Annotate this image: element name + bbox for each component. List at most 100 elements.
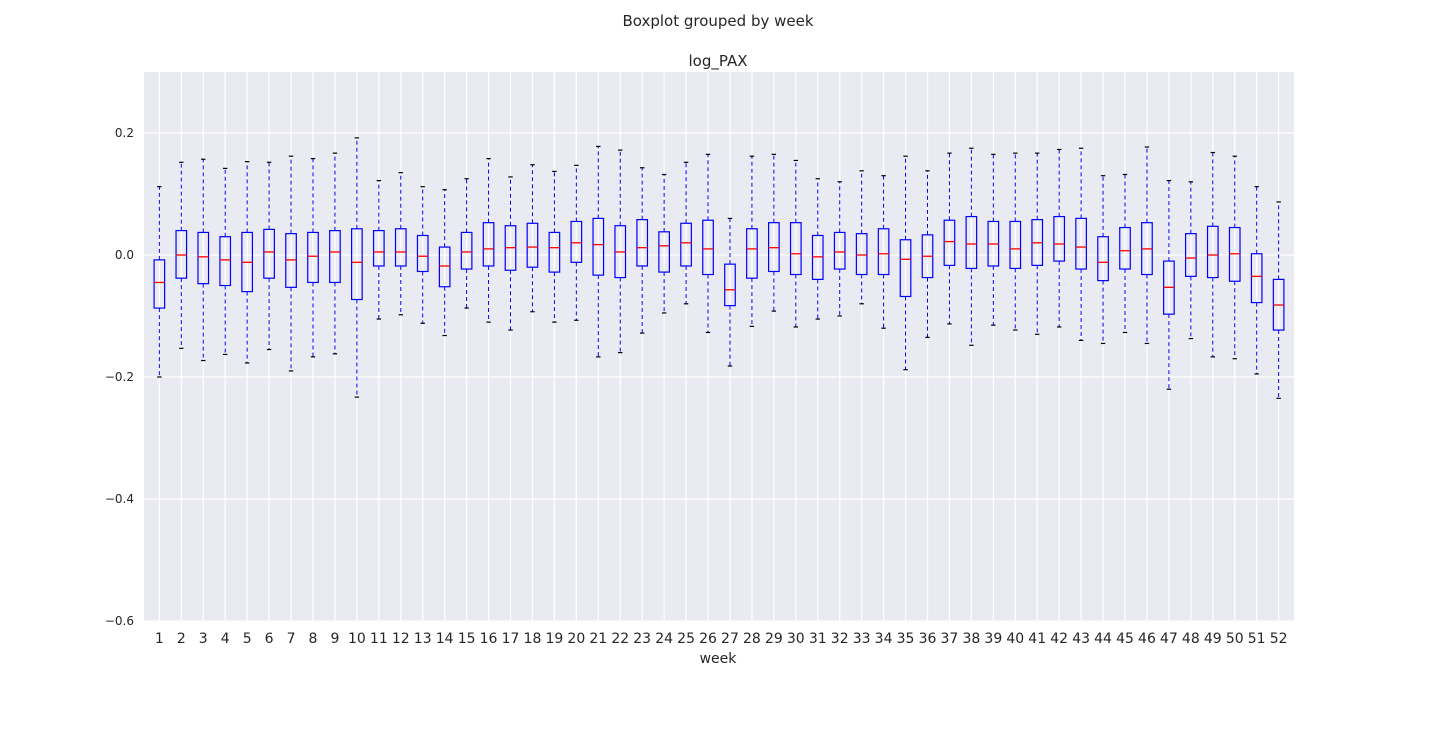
box-iqr — [1206, 225, 1219, 279]
x-tick-label: 7 — [287, 631, 296, 647]
x-tick-label: 19 — [545, 631, 563, 647]
y-tick-label: 0.2 — [115, 126, 134, 140]
x-tick-label: 8 — [309, 631, 318, 647]
box-iqr — [1009, 220, 1022, 270]
x-tick-label: 44 — [1094, 631, 1112, 647]
x-axis-label: week — [700, 651, 738, 667]
x-tick-label: 37 — [941, 631, 959, 647]
box-week-44 — [1097, 175, 1109, 345]
x-tick-label: 13 — [414, 631, 432, 647]
box-iqr — [724, 263, 736, 307]
x-tick-label: 31 — [809, 631, 827, 647]
x-tick-label: 42 — [1050, 631, 1068, 647]
box-iqr — [899, 239, 912, 298]
box-week-27 — [724, 217, 736, 367]
box-week-12 — [394, 172, 407, 316]
box-iqr — [592, 217, 605, 276]
chart-title: log_PAX — [689, 52, 748, 71]
x-tick-label: 45 — [1116, 631, 1134, 647]
x-tick-label: 46 — [1138, 631, 1156, 647]
box-iqr — [416, 234, 429, 273]
x-tick-label: 1 — [155, 631, 164, 647]
box-iqr — [394, 228, 407, 267]
box-iqr — [329, 230, 341, 284]
box-week-50 — [1228, 155, 1241, 360]
x-tick-label: 18 — [524, 631, 542, 647]
box-week-11 — [372, 179, 385, 320]
x-tick-label: 29 — [765, 631, 783, 647]
box-iqr — [789, 222, 802, 276]
box-iqr — [877, 228, 890, 276]
box-week-34 — [877, 175, 890, 329]
x-tick-label: 2 — [177, 631, 186, 647]
box-iqr — [833, 231, 846, 270]
x-tick-label: 11 — [370, 631, 388, 647]
box-iqr — [372, 230, 385, 267]
box-week-14 — [438, 189, 451, 337]
box-week-47 — [1163, 179, 1175, 390]
x-tick-label: 32 — [831, 631, 849, 647]
box-iqr — [965, 215, 978, 270]
box-week-51 — [1250, 186, 1263, 375]
box-iqr — [570, 220, 583, 263]
box-week-20 — [570, 164, 583, 321]
box-iqr — [438, 246, 451, 288]
box-week-18 — [526, 164, 539, 313]
x-tick-label: 33 — [853, 631, 871, 647]
x-tick-label: 36 — [919, 631, 937, 647]
box-week-22 — [614, 149, 627, 354]
box-week-23 — [636, 167, 649, 334]
box-week-38 — [965, 147, 978, 346]
box-week-33 — [855, 170, 868, 305]
box-iqr — [526, 222, 539, 268]
x-tick-label: 14 — [436, 631, 454, 647]
box-week-40 — [1009, 152, 1022, 331]
box-series — [153, 137, 1285, 399]
box-week-42 — [1053, 148, 1066, 328]
box-iqr — [548, 231, 561, 273]
box-iqr — [482, 222, 495, 267]
x-tick-label: 27 — [721, 631, 739, 647]
box-iqr — [1184, 233, 1197, 277]
y-tick-label: −0.4 — [105, 492, 134, 506]
box-week-32 — [833, 181, 846, 317]
box-iqr — [460, 231, 473, 270]
box-iqr — [219, 236, 232, 287]
box-iqr — [943, 219, 956, 266]
x-tick-label: 3 — [199, 631, 208, 647]
y-tick-label: −0.2 — [105, 370, 134, 384]
box-iqr — [153, 259, 166, 309]
box-week-30 — [789, 159, 802, 328]
box-iqr — [197, 231, 210, 285]
y-tick-label: 0.0 — [115, 248, 134, 262]
x-tick-label: 43 — [1072, 631, 1090, 647]
box-week-5 — [241, 161, 254, 364]
box-week-24 — [658, 173, 671, 314]
x-tick-label: 23 — [633, 631, 651, 647]
box-week-3 — [197, 158, 210, 362]
box-iqr — [746, 228, 758, 279]
x-tick-label: 41 — [1028, 631, 1046, 647]
box-week-37 — [943, 152, 956, 325]
box-iqr — [636, 219, 649, 267]
box-week-9 — [329, 152, 341, 355]
box-iqr — [1250, 253, 1263, 304]
x-tick-label: 4 — [221, 631, 230, 647]
y-tick-label: −0.6 — [105, 614, 134, 628]
figure-suptitle: Boxplot grouped by week — [622, 12, 813, 30]
box-week-52 — [1272, 201, 1285, 399]
box-week-21 — [592, 145, 605, 358]
box-iqr — [1075, 217, 1087, 270]
x-tick-label: 22 — [611, 631, 629, 647]
box-iqr — [658, 231, 671, 273]
box-week-19 — [548, 170, 561, 323]
plot-area — [144, 72, 1294, 621]
x-tick-label: 51 — [1248, 631, 1266, 647]
x-tick-label: 24 — [655, 631, 673, 647]
box-week-26 — [702, 153, 714, 334]
x-tick-label: 52 — [1270, 631, 1288, 647]
box-iqr — [702, 219, 714, 276]
x-tick-label: 12 — [392, 631, 410, 647]
box-week-35 — [899, 155, 912, 371]
